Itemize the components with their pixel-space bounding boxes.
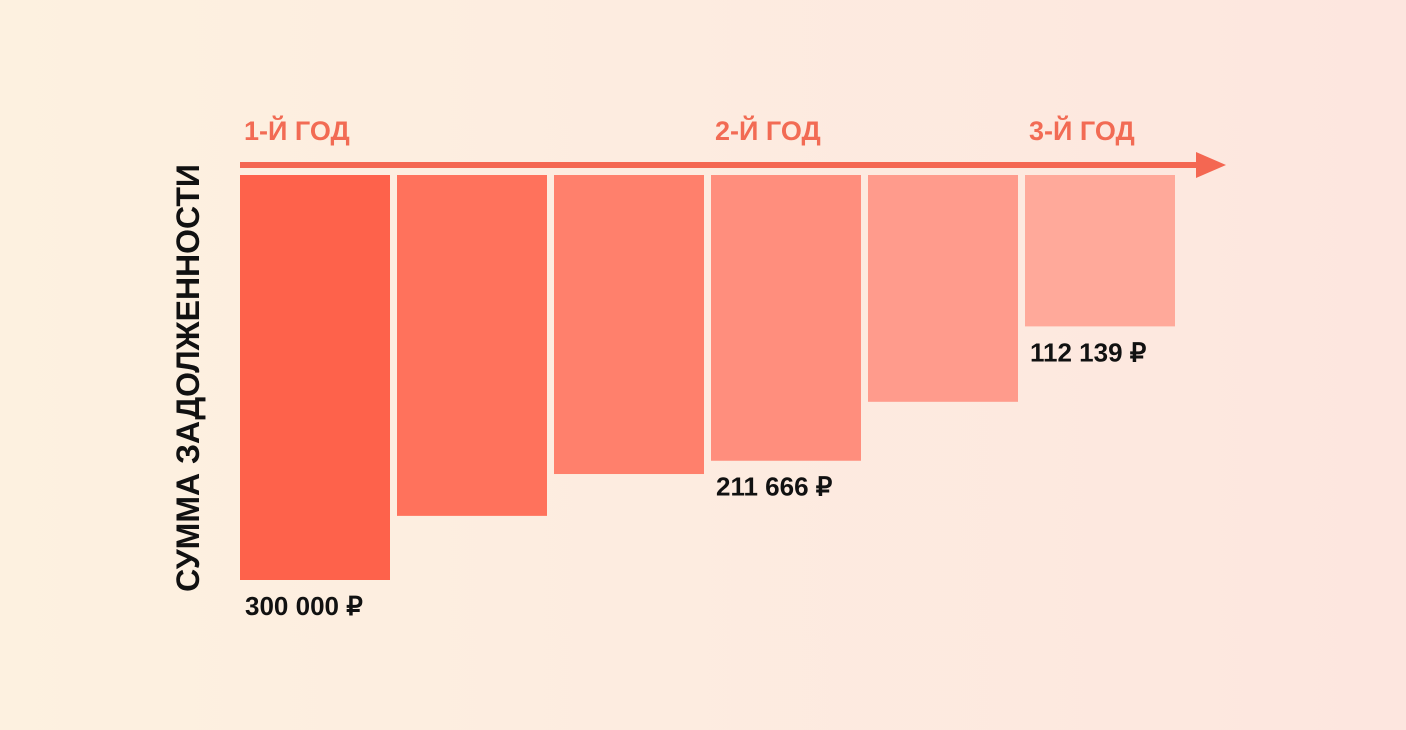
y-axis-label: СУММА ЗАДОЛЖЕННОСТИ <box>170 164 206 592</box>
bars-layer <box>240 175 1175 580</box>
year-label-1: 1-Й ГОД <box>244 115 350 146</box>
bar-1 <box>240 175 390 580</box>
bar-3 <box>554 175 704 475</box>
bar-2 <box>397 175 547 516</box>
value-label-3: 112 139 ₽ <box>1030 337 1147 367</box>
year-label-3: 3-Й ГОД <box>1029 115 1135 146</box>
bar-5 <box>868 175 1018 402</box>
timeline-arrow-head <box>1196 152 1226 178</box>
bar-4 <box>711 175 861 461</box>
bar-6 <box>1025 175 1175 327</box>
value-label-1: 300 000 ₽ <box>245 591 363 621</box>
timeline-axis <box>240 152 1226 178</box>
year-label-2: 2-Й ГОД <box>715 115 821 146</box>
timeline-arrow-shaft <box>240 162 1202 168</box>
value-label-2: 211 666 ₽ <box>716 472 833 502</box>
labels-layer: 1-Й ГОД 2-Й ГОД 3-Й ГОД 300 000 ₽ 211 666 ₽ 1… <box>244 115 1147 621</box>
